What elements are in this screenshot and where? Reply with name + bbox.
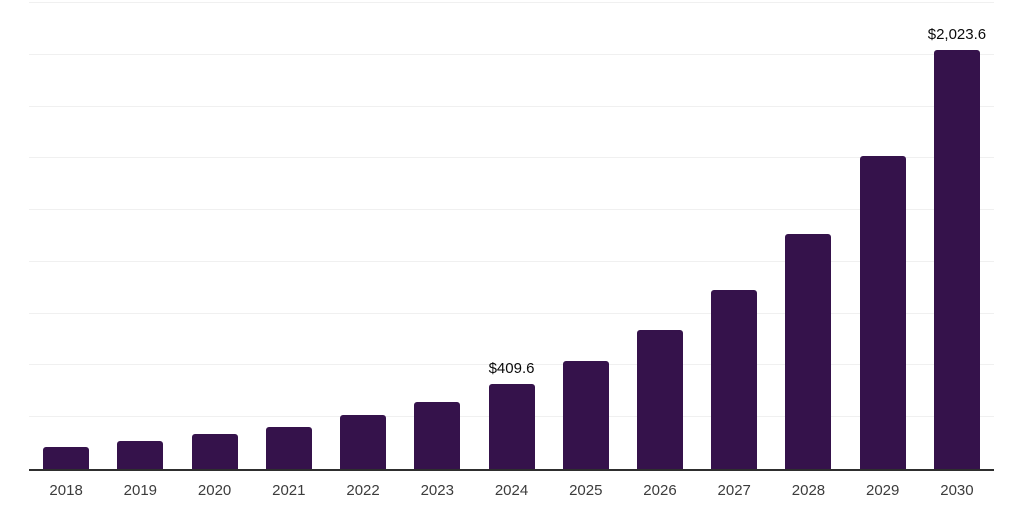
x-tick-2024: 2024 bbox=[494, 482, 529, 499]
x-tick-2022: 2022 bbox=[346, 482, 380, 499]
x-tick-2029: 2029 bbox=[866, 482, 900, 499]
plot-area: $409.6 $2,023.6 bbox=[29, 2, 994, 469]
x-tick-2018: 2018 bbox=[49, 482, 83, 499]
gridline-500 bbox=[29, 364, 994, 366]
bar-column-2029 bbox=[846, 3, 920, 469]
bar-2025 bbox=[562, 361, 609, 469]
bar-2023 bbox=[414, 402, 461, 469]
bar-2028 bbox=[785, 234, 832, 469]
x-tick-2023: 2023 bbox=[420, 482, 454, 499]
x-tick-2021: 2021 bbox=[272, 482, 306, 499]
x-tick-2019: 2019 bbox=[123, 482, 158, 499]
data-label-2024: $409.6 bbox=[488, 360, 535, 378]
bars-row: $409.6 $2,023.6 bbox=[29, 3, 994, 469]
bar-2019 bbox=[117, 441, 164, 469]
x-tick-2025: 2025 bbox=[569, 482, 603, 499]
gridline-1000 bbox=[29, 260, 994, 262]
x-axis-line bbox=[29, 469, 994, 471]
x-tick-2030: 2030 bbox=[940, 482, 974, 499]
bar-column-2022 bbox=[326, 3, 400, 469]
bar-column-2020 bbox=[177, 3, 251, 469]
gridline-2250 bbox=[29, 2, 994, 3]
bar-2030 bbox=[933, 49, 980, 469]
gridline-750 bbox=[29, 312, 994, 314]
gridline-2000 bbox=[29, 53, 994, 55]
bar-2020 bbox=[191, 434, 238, 469]
bar-column-2021 bbox=[252, 3, 326, 469]
bar-column-2025 bbox=[549, 3, 623, 469]
bar-2026 bbox=[636, 330, 683, 469]
bar-column-2019 bbox=[103, 3, 177, 469]
bar-column-2026 bbox=[623, 3, 697, 469]
bar-2021 bbox=[265, 426, 312, 469]
bar-column-2027 bbox=[697, 3, 771, 469]
bar-column-2023 bbox=[400, 3, 474, 469]
x-tick-2027: 2027 bbox=[717, 482, 751, 499]
bar-column-2024: $409.6 bbox=[474, 3, 548, 469]
bar-2018 bbox=[43, 447, 90, 469]
x-tick-2026: 2026 bbox=[643, 482, 677, 499]
gridline-1250 bbox=[29, 209, 994, 211]
data-label-2030: $2,023.6 bbox=[927, 25, 987, 43]
bar-column-2028 bbox=[771, 3, 845, 469]
bar-column-2030: $2,023.6 bbox=[920, 3, 994, 469]
bar-2029 bbox=[859, 155, 906, 469]
bar-2022 bbox=[340, 415, 387, 469]
bar-2024 bbox=[488, 384, 535, 469]
gridline-1750 bbox=[29, 105, 994, 107]
x-axis-labels: 2018 2019 2020 2021 2022 2023 2024 2025 2026 2027… bbox=[29, 482, 994, 499]
x-tick-2028: 2028 bbox=[791, 482, 826, 499]
x-tick-2020: 2020 bbox=[197, 482, 232, 499]
bar-2027 bbox=[711, 289, 758, 469]
bar-column-2018 bbox=[29, 3, 103, 469]
gridline-1500 bbox=[29, 157, 994, 159]
